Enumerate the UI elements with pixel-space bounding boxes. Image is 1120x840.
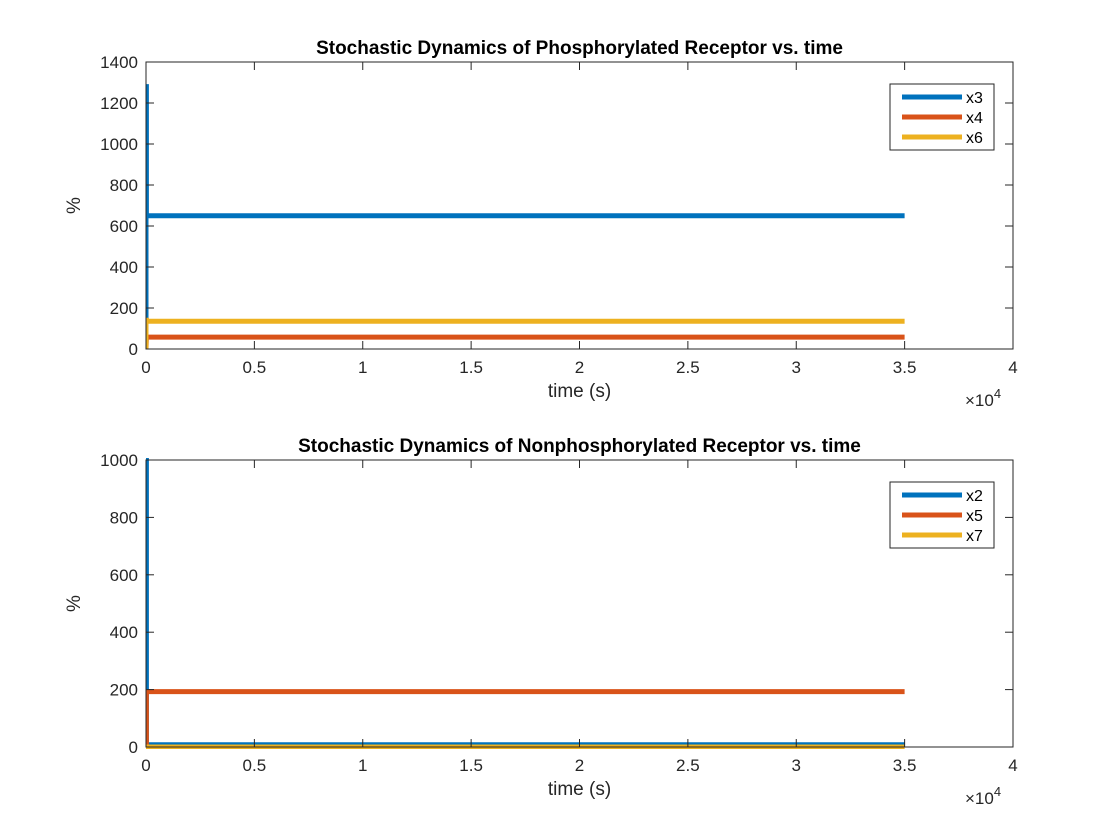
x-exponent-label: ×104 bbox=[965, 386, 1001, 410]
x-tick-label: 1 bbox=[358, 358, 367, 377]
y-tick-label: 1000 bbox=[100, 135, 138, 154]
x-tick-label: 3 bbox=[792, 358, 801, 377]
y-tick-label: 800 bbox=[110, 508, 138, 527]
x-tick-label: 2.5 bbox=[676, 756, 700, 775]
x-tick-label: 0 bbox=[141, 358, 150, 377]
chart-panel-1: 0 0.5 1 1.5 2 2.5 3 3.5 4 0 200 400 600 800 1000 1200 14… bbox=[64, 38, 1018, 410]
chart-title: Stochastic Dynamics of Nonphosphorylated… bbox=[298, 436, 861, 457]
x-exponent-base: ×10 bbox=[965, 391, 994, 410]
x-tick-label: 3.5 bbox=[893, 756, 917, 775]
legend-label-x7: x7 bbox=[966, 528, 983, 545]
x-tick-label: 4 bbox=[1008, 358, 1017, 377]
y-tick-label: 1400 bbox=[100, 53, 138, 72]
y-tick-label: 600 bbox=[110, 217, 138, 236]
x-exponent-base: ×10 bbox=[965, 789, 994, 808]
y-tick-label: 600 bbox=[110, 566, 138, 585]
x-tick-label: 2.5 bbox=[676, 358, 700, 377]
x-tick-label: 1.5 bbox=[459, 756, 483, 775]
y-tick-label: 200 bbox=[110, 681, 138, 700]
y-axis-label: % bbox=[64, 197, 85, 214]
x-axis-label: time (s) bbox=[548, 779, 611, 800]
y-tick-label: 0 bbox=[129, 340, 138, 359]
x-tick-label: 1.5 bbox=[459, 358, 483, 377]
x-tick-label: 2 bbox=[575, 756, 584, 775]
y-tick-label: 400 bbox=[110, 258, 138, 277]
y-tick-label: 400 bbox=[110, 623, 138, 642]
chart-panel-2: 0 0.5 1 1.5 2 2.5 3 3.5 4 0 200 400 600 800 1000 Stocha… bbox=[64, 436, 1018, 808]
y-tick-label: 1200 bbox=[100, 94, 138, 113]
legend: x3 x4 x6 bbox=[889, 83, 995, 151]
x-tick-label: 2 bbox=[575, 358, 584, 377]
x-axis-label: time (s) bbox=[548, 381, 611, 402]
x-exponent-label: ×104 bbox=[965, 784, 1001, 808]
x-tick-label: 0.5 bbox=[243, 358, 267, 377]
x-tick-label: 4 bbox=[1008, 756, 1017, 775]
x-tick-label: 0.5 bbox=[243, 756, 267, 775]
plot-area bbox=[146, 62, 1013, 349]
legend-label-x6: x6 bbox=[966, 130, 983, 147]
y-axis-label: % bbox=[64, 595, 85, 612]
legend-label-x4: x4 bbox=[966, 110, 983, 127]
x-exponent-power: 4 bbox=[994, 386, 1001, 401]
legend-label-x2: x2 bbox=[966, 488, 983, 505]
y-tick-label: 0 bbox=[129, 738, 138, 757]
y-tick-label: 800 bbox=[110, 176, 138, 195]
x-tick-label: 1 bbox=[358, 756, 367, 775]
legend-label-x3: x3 bbox=[966, 90, 983, 107]
x-tick-label: 3 bbox=[792, 756, 801, 775]
legend: x2 x5 x7 bbox=[889, 481, 995, 549]
legend-label-x5: x5 bbox=[966, 508, 983, 525]
y-tick-label: 200 bbox=[110, 299, 138, 318]
x-exponent-power: 4 bbox=[994, 784, 1001, 799]
y-tick-label: 1000 bbox=[100, 451, 138, 470]
chart-title: Stochastic Dynamics of Phosphorylated Re… bbox=[316, 38, 843, 59]
plot-area bbox=[146, 460, 1013, 747]
x-tick-label: 0 bbox=[141, 756, 150, 775]
x-tick-label: 3.5 bbox=[893, 358, 917, 377]
